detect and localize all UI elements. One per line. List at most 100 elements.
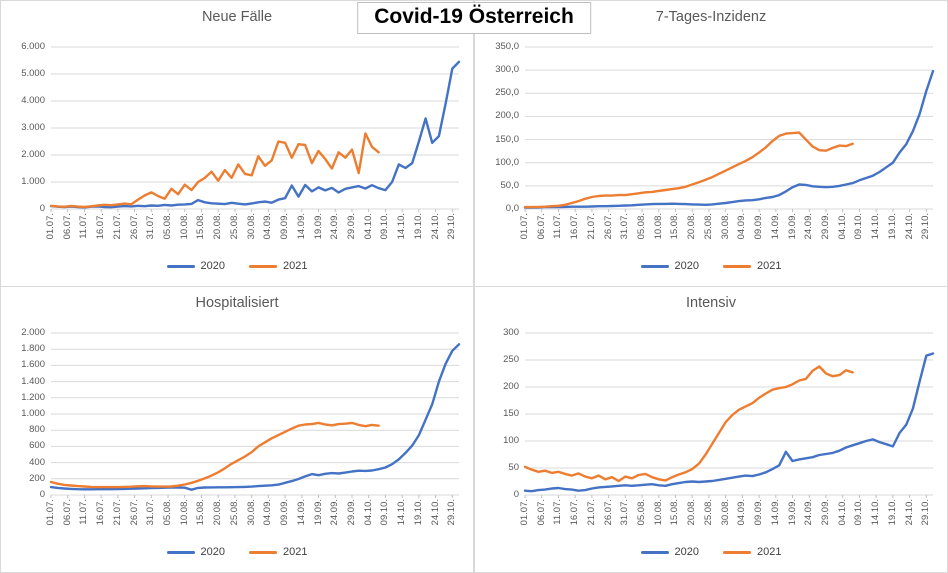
chart-title: Hospitalisiert [195, 295, 279, 311]
legend: 2020 2021 [1, 260, 473, 272]
y-tick-label: 1.400 [21, 375, 45, 387]
x-tick-label: 19.09. [786, 213, 798, 240]
x-tick-label: 06.07. [535, 499, 547, 526]
y-tick-label: 800 [29, 424, 45, 436]
y-tick-label: 0 [39, 203, 45, 214]
x-tick-label: 19.10. [886, 213, 898, 240]
x-tick-label: 05.08. [636, 213, 648, 240]
y-tick-label: 4.000 [21, 95, 45, 106]
x-tick-label: 04.10. [362, 213, 374, 240]
series-line-2021 [523, 365, 854, 483]
legend-swatch [640, 550, 669, 554]
x-tick-label: 11.07. [78, 499, 90, 525]
x-tick-label: 25.08. [228, 213, 240, 240]
x-tick-label: 06.07. [535, 213, 547, 240]
legend-label: 2021 [283, 546, 308, 558]
chart-panel-neue-faelle: Neue Fälle 0 1.000 2.000 3.000 4.000 5.000 6.0… [0, 0, 474, 287]
series-line-2020 [523, 69, 935, 209]
x-tick-label: 09.09. [279, 499, 291, 526]
main-title: Covid-19 Österreich [357, 2, 591, 34]
x-tick-label: 30.08. [719, 499, 731, 526]
x-tick-label: 10.08. [652, 213, 664, 240]
legend-item-2021: 2021 [723, 546, 781, 558]
y-tick-label: 150,0 [495, 133, 519, 145]
x-tick-label: 19.09. [312, 213, 324, 240]
x-tick-label: 24.10. [903, 499, 915, 526]
y-tick-label: 0,0 [505, 203, 519, 214]
y-tick-label: 0 [513, 489, 519, 500]
x-tick-label: 04.09. [262, 499, 274, 526]
x-tick-label: 31.07. [145, 213, 157, 240]
y-tick-label: 50 [508, 462, 519, 473]
line-chart-svg [523, 46, 935, 212]
y-tick-label: 250 [503, 354, 519, 365]
legend-swatch [249, 550, 277, 554]
y-tick-label: 100 [503, 435, 519, 446]
legend: 2020 2021 [1, 546, 473, 558]
x-tick-label: 14.09. [769, 213, 781, 240]
x-tick-label: 24.09. [329, 213, 341, 240]
x-tick-label: 26.07. [128, 499, 140, 526]
x-tick-label: 10.08. [178, 213, 190, 240]
y-tick-label: 1.000 [21, 176, 45, 187]
y-tick-label: 100,0 [495, 156, 519, 168]
x-tick-label: 21.07. [111, 213, 123, 240]
y-tick-label: 350,0 [495, 41, 519, 52]
y-tick-label: 200,0 [495, 110, 519, 122]
x-tick-label: 14.10. [870, 213, 882, 240]
series-line-2021 [49, 421, 380, 489]
legend-item-2020: 2020 [640, 260, 699, 272]
legend-label: 2020 [674, 546, 699, 558]
series-line-2021 [523, 131, 854, 209]
x-tick-label: 20.08. [686, 213, 698, 240]
x-tick-label: 20.08. [212, 213, 224, 240]
x-tick-label: 04.10. [836, 213, 848, 240]
x-tick-label: 24.09. [803, 499, 815, 526]
x-tick-label: 19.10. [412, 499, 424, 526]
x-tick-label: 26.07. [128, 213, 140, 240]
x-tick-label: 19.10. [886, 499, 898, 526]
x-tick-label: 29.09. [819, 213, 831, 240]
x-tick-label: 10.08. [652, 499, 664, 526]
y-tick-label: 6.000 [21, 41, 45, 52]
x-tick-label: 14.10. [870, 499, 882, 526]
x-tick-label: 29.10. [446, 499, 458, 526]
x-tick-label: 31.07. [619, 213, 631, 240]
x-tick-label: 21.07. [585, 213, 597, 240]
x-tick-label: 14.09. [295, 213, 307, 240]
series-line-2020 [523, 352, 935, 493]
legend-label: 2020 [200, 260, 225, 272]
y-tick-label: 300 [503, 327, 519, 338]
x-tick-label: 26.07. [602, 499, 614, 526]
y-tick-label: 200 [29, 472, 45, 484]
legend-swatch [723, 264, 751, 268]
y-tick-label: 5.000 [21, 68, 45, 79]
line-chart-svg [49, 332, 461, 498]
x-tick-label: 20.08. [212, 499, 224, 526]
y-tick-label: 2.000 [21, 149, 45, 160]
x-tick-label: 29.10. [446, 213, 458, 240]
x-tick-label: 09.10. [379, 499, 391, 526]
chart-panel-7-tages-inzidenz: 7-Tages-Inzidenz 0,0 50,0 100,0 150,0 200,0 2… [474, 0, 948, 287]
legend-swatch [723, 550, 751, 554]
x-tick-label: 01.07. [45, 213, 56, 240]
legend: 2020 2021 [475, 546, 947, 558]
x-tick-label: 15.08. [669, 499, 681, 526]
legend-label: 2021 [283, 260, 308, 272]
x-tick-label: 09.09. [279, 213, 291, 240]
legend-label: 2020 [200, 546, 225, 558]
x-tick-label: 01.07. [519, 499, 530, 526]
legend-label: 2021 [757, 260, 782, 272]
legend-swatch [249, 264, 277, 268]
x-tick-label: 05.08. [636, 499, 648, 526]
x-tick-label: 09.10. [379, 213, 391, 240]
x-tick-label: 06.07. [61, 213, 73, 240]
line-chart-svg [49, 46, 461, 212]
y-tick-label: 50,0 [500, 179, 520, 191]
x-tick-label: 05.08. [162, 499, 174, 526]
x-tick-label: 21.07. [111, 499, 123, 526]
x-tick-label: 04.09. [736, 213, 748, 240]
chart-panel-intensiv: Intensiv 0 50 100 150 200 250 300 01.07. 06.07.… [474, 286, 948, 573]
chart-title: Intensiv [686, 295, 736, 311]
chart-title: Neue Fälle [201, 9, 273, 25]
